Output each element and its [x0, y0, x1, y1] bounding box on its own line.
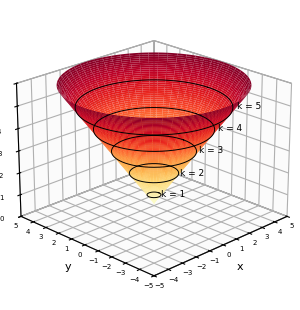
Y-axis label: y: y — [65, 263, 72, 272]
X-axis label: x: x — [236, 263, 243, 272]
